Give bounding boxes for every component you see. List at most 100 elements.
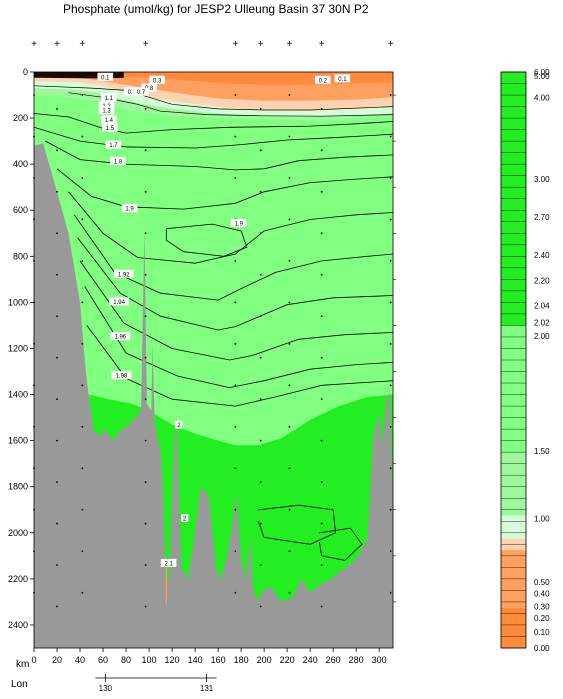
contour-label: 1.3 — [102, 109, 111, 115]
colorbar-label: 2.40 — [534, 251, 550, 260]
contour-label-bg — [315, 75, 331, 84]
contour-label: 1.7 — [109, 143, 118, 149]
contour-label-bg — [334, 74, 351, 83]
contour-line-5 — [68, 191, 394, 264]
x-tick-label: 80 — [121, 655, 131, 665]
x-tick-label: 220 — [280, 655, 295, 665]
station-samples — [389, 94, 392, 594]
contour-label: 1.96 — [114, 334, 126, 340]
contour-label-bg — [109, 297, 130, 306]
station-marker: + — [287, 39, 293, 50]
colorbar-label: 2.02 — [534, 319, 550, 328]
x-tick-label: 260 — [326, 655, 341, 665]
station-samples — [33, 94, 35, 594]
contour-line-12 — [258, 504, 336, 545]
colorbar-label: 0.20 — [534, 614, 550, 623]
colorbar-band — [501, 607, 526, 648]
colorbar-label: 0.50 — [534, 578, 550, 587]
x-tick-label: 280 — [349, 655, 364, 665]
x-tick-label: 200 — [257, 655, 272, 665]
colorbar-frame — [500, 71, 527, 649]
contour-label: 0.7 — [137, 90, 146, 96]
station-marker: + — [258, 39, 264, 50]
contour-label: 2 — [177, 423, 181, 429]
colorbar-label: 3.00 — [534, 175, 550, 184]
contour-label-bg — [113, 269, 134, 278]
colorbar-label: 6.00 — [534, 68, 550, 77]
x-axis-label: km — [16, 659, 29, 670]
contour-line-13 — [319, 527, 363, 561]
contour-line-2 — [33, 126, 394, 149]
x-tick-label: 180 — [234, 655, 249, 665]
station-marker: + — [143, 39, 149, 50]
contour-label: 2 — [183, 516, 187, 522]
axes: 0 20 40 60 80 100 120 140 160 180 200 220 240 260 280 3… — [8, 67, 396, 693]
station-marker: + — [79, 39, 85, 50]
contour-label: 1.4 — [105, 118, 114, 124]
y-tick-label: 200 — [13, 113, 28, 123]
station-marker: + — [232, 39, 238, 50]
contour-label-bg — [175, 420, 183, 429]
contour-label-bg — [105, 140, 122, 149]
contour-labels: 0.10.30.50.80.71.11.21.31.41.51.71.81.91… — [97, 72, 351, 567]
x-tick-label: 140 — [188, 655, 203, 665]
x-tick-label: 40 — [75, 655, 85, 665]
station-marker: + — [388, 39, 394, 50]
surface-contour-1 — [33, 85, 394, 111]
contour-label-bg — [110, 331, 131, 340]
station-samples — [56, 107, 58, 608]
lon-axis-label: Lon — [11, 679, 28, 690]
contour-label: 1.5 — [106, 126, 115, 132]
x-tick-label: 120 — [165, 655, 180, 665]
contour-line-3 — [45, 140, 394, 171]
contour-label: 1.98 — [116, 374, 128, 380]
y-tick-label: 2200 — [8, 574, 28, 584]
plot-frame — [33, 71, 394, 649]
contour-line-1 — [33, 113, 394, 134]
colorbar-label: 4.00 — [534, 93, 550, 102]
contour-line-6 — [73, 214, 394, 301]
colorbar-label: 0.00 — [534, 644, 550, 653]
colorbar-label: 2.70 — [534, 213, 550, 222]
contour-line-9 — [84, 286, 394, 389]
contour-label-bg — [141, 83, 157, 92]
colorbar-label: 0.40 — [534, 589, 550, 598]
station-marker: + — [54, 39, 60, 50]
contour-label-bg — [133, 87, 149, 96]
contour-label-bg — [160, 558, 177, 567]
lon-tick-label: 131 — [200, 684, 214, 693]
colorbar-label: 0.10 — [534, 628, 550, 637]
colorbar-label: 0.30 — [534, 603, 550, 612]
contour-label: 0.1 — [101, 75, 110, 81]
contour-label-bg — [121, 204, 138, 213]
contour-label-bg — [149, 75, 165, 84]
y-tick-label: 1600 — [8, 436, 28, 446]
colorbar: 6.005.00 4.00 3.00 2.70 2.40 2.20 2.04 2.02 2.00… — [500, 68, 550, 653]
x-tick-label: 20 — [52, 655, 62, 665]
x-tick-label: 160 — [211, 655, 226, 665]
x-tick-label: 60 — [98, 655, 108, 665]
y-tick-label: 2000 — [8, 528, 28, 538]
y-tick-label: 1800 — [8, 482, 28, 492]
station-samples — [144, 107, 147, 608]
contour-label: 1.8 — [114, 159, 123, 165]
station-marker: + — [319, 39, 325, 50]
colorbar-label: 2.04 — [534, 301, 550, 310]
contour-label: 1.92 — [118, 272, 130, 278]
contour-label: 1.1 — [105, 96, 114, 102]
colorbar-label: 2.20 — [534, 277, 550, 286]
contour-label-bg — [111, 371, 132, 380]
contour-label-bg — [124, 87, 140, 96]
colorbar-label: 1.00 — [534, 514, 550, 523]
chart-title: Phosphate (umol/kg) for JESP2 Ulleung Ba… — [63, 2, 369, 16]
station-samples — [320, 107, 323, 608]
x-tick-label: 0 — [31, 655, 36, 665]
contour-label: 1.9 — [125, 207, 134, 213]
contour-label-bg — [110, 156, 126, 165]
contour-label: 0.5 — [128, 90, 137, 96]
y-tick-label: 400 — [13, 159, 28, 169]
colorbar-label: 5.00 — [534, 72, 550, 81]
x-tick-label: 240 — [303, 655, 318, 665]
contour-label-bg — [98, 106, 115, 115]
